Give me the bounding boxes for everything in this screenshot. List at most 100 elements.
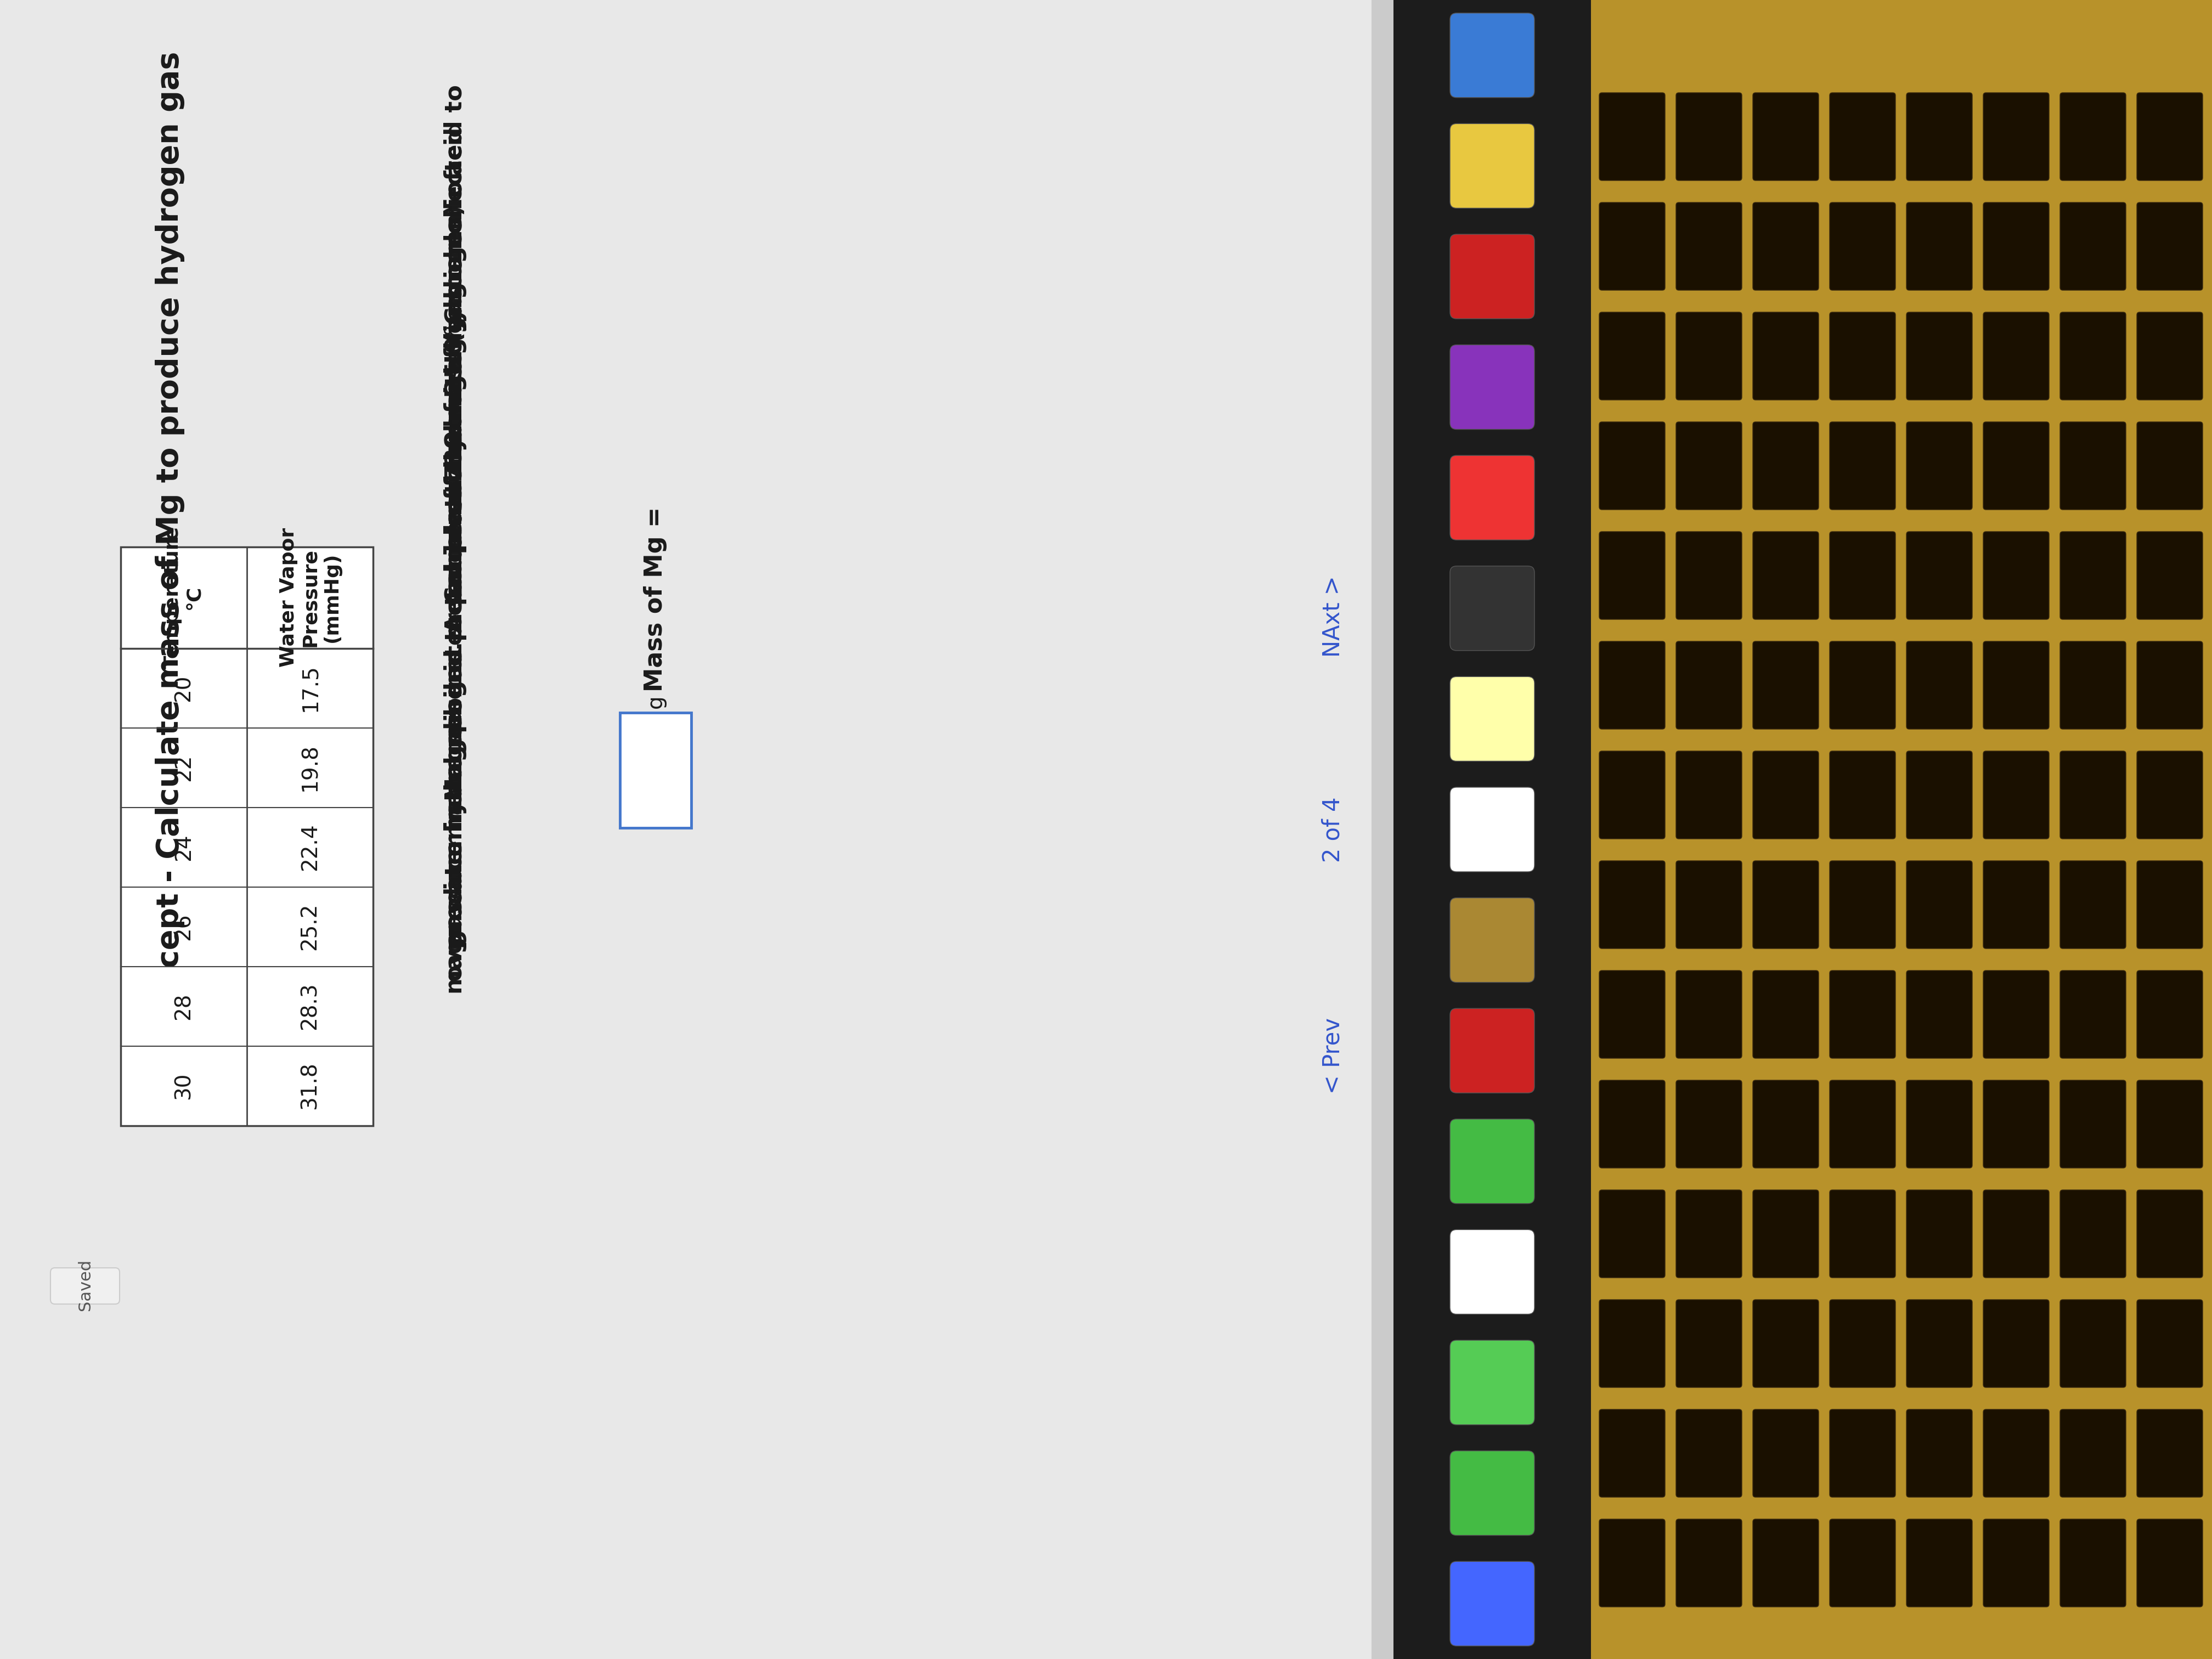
FancyBboxPatch shape xyxy=(1677,312,1741,400)
FancyBboxPatch shape xyxy=(2059,1080,2126,1168)
FancyBboxPatch shape xyxy=(1599,1410,1666,1496)
Text: g: g xyxy=(646,695,666,708)
Text: NAxt >: NAxt > xyxy=(1321,576,1345,657)
FancyBboxPatch shape xyxy=(2137,202,2203,290)
Bar xyxy=(1394,0,1590,1659)
FancyBboxPatch shape xyxy=(1451,788,1535,871)
FancyBboxPatch shape xyxy=(1984,312,2048,400)
FancyBboxPatch shape xyxy=(1984,642,2048,728)
Bar xyxy=(122,547,374,1125)
FancyBboxPatch shape xyxy=(1451,456,1535,539)
FancyBboxPatch shape xyxy=(2059,971,2126,1058)
FancyBboxPatch shape xyxy=(2137,1410,2203,1496)
FancyBboxPatch shape xyxy=(2137,1080,2203,1168)
FancyBboxPatch shape xyxy=(1829,202,1896,290)
FancyBboxPatch shape xyxy=(1907,1410,1973,1496)
FancyBboxPatch shape xyxy=(1752,1299,1818,1387)
FancyBboxPatch shape xyxy=(2137,1190,2203,1277)
FancyBboxPatch shape xyxy=(1599,1190,1666,1277)
FancyBboxPatch shape xyxy=(1677,971,1741,1058)
FancyBboxPatch shape xyxy=(1451,1452,1535,1535)
FancyBboxPatch shape xyxy=(1829,861,1896,949)
FancyBboxPatch shape xyxy=(1907,93,1973,181)
FancyBboxPatch shape xyxy=(1829,1190,1896,1277)
FancyBboxPatch shape xyxy=(1752,531,1818,619)
FancyBboxPatch shape xyxy=(1752,93,1818,181)
FancyBboxPatch shape xyxy=(1599,752,1666,839)
FancyBboxPatch shape xyxy=(2059,531,2126,619)
Text: 20: 20 xyxy=(173,674,195,702)
FancyBboxPatch shape xyxy=(1907,1299,1973,1387)
Text: 28: 28 xyxy=(173,992,195,1020)
Bar xyxy=(1371,0,1394,1659)
FancyBboxPatch shape xyxy=(2137,421,2203,509)
FancyBboxPatch shape xyxy=(1599,971,1666,1058)
FancyBboxPatch shape xyxy=(2137,531,2203,619)
FancyBboxPatch shape xyxy=(2137,93,2203,181)
FancyBboxPatch shape xyxy=(1677,1520,1741,1608)
FancyBboxPatch shape xyxy=(2137,312,2203,400)
Text: Saved: Saved xyxy=(77,1259,93,1311)
FancyBboxPatch shape xyxy=(1599,1080,1666,1168)
Text: 28.3: 28.3 xyxy=(299,982,321,1030)
Text: < Prev: < Prev xyxy=(1321,1017,1345,1093)
FancyBboxPatch shape xyxy=(1907,1520,1973,1608)
Text: magnesium metal needed to produce 41.0 mL of hydrogen: magnesium metal needed to produce 41.0 m… xyxy=(445,212,467,994)
FancyBboxPatch shape xyxy=(1907,531,1973,619)
FancyBboxPatch shape xyxy=(2059,93,2126,181)
Text: 22: 22 xyxy=(173,753,195,781)
FancyBboxPatch shape xyxy=(1907,861,1973,949)
FancyBboxPatch shape xyxy=(51,1267,119,1304)
FancyBboxPatch shape xyxy=(1677,1410,1741,1496)
FancyBboxPatch shape xyxy=(1907,1080,1973,1168)
FancyBboxPatch shape xyxy=(1752,1080,1818,1168)
FancyBboxPatch shape xyxy=(1829,971,1896,1058)
FancyBboxPatch shape xyxy=(1677,421,1741,509)
FancyBboxPatch shape xyxy=(1599,202,1666,290)
FancyBboxPatch shape xyxy=(1752,642,1818,728)
FancyBboxPatch shape xyxy=(1907,752,1973,839)
FancyBboxPatch shape xyxy=(1752,971,1818,1058)
FancyBboxPatch shape xyxy=(1829,531,1896,619)
Text: 19.8: 19.8 xyxy=(299,743,321,791)
FancyBboxPatch shape xyxy=(2059,202,2126,290)
FancyBboxPatch shape xyxy=(1599,1520,1666,1608)
FancyBboxPatch shape xyxy=(1829,312,1896,400)
FancyBboxPatch shape xyxy=(1677,861,1741,949)
FancyBboxPatch shape xyxy=(2137,752,2203,839)
FancyBboxPatch shape xyxy=(1984,202,2048,290)
FancyBboxPatch shape xyxy=(1907,971,1973,1058)
FancyBboxPatch shape xyxy=(1752,312,1818,400)
FancyBboxPatch shape xyxy=(1599,421,1666,509)
FancyBboxPatch shape xyxy=(2059,1520,2126,1608)
FancyBboxPatch shape xyxy=(1451,1229,1535,1314)
FancyBboxPatch shape xyxy=(1677,531,1741,619)
FancyBboxPatch shape xyxy=(1451,124,1535,207)
FancyBboxPatch shape xyxy=(2137,1520,2203,1608)
FancyBboxPatch shape xyxy=(1599,531,1666,619)
FancyBboxPatch shape xyxy=(1451,1340,1535,1425)
FancyBboxPatch shape xyxy=(1677,93,1741,181)
FancyBboxPatch shape xyxy=(1752,861,1818,949)
FancyBboxPatch shape xyxy=(1677,1190,1741,1277)
Text: 22.4: 22.4 xyxy=(299,823,321,871)
FancyBboxPatch shape xyxy=(1829,1520,1896,1608)
FancyBboxPatch shape xyxy=(1451,1120,1535,1203)
FancyBboxPatch shape xyxy=(1752,1520,1818,1608)
FancyBboxPatch shape xyxy=(1984,1080,2048,1168)
Text: 31.8: 31.8 xyxy=(299,1062,321,1110)
FancyBboxPatch shape xyxy=(2059,861,2126,949)
Text: 30: 30 xyxy=(173,1072,195,1100)
Text: Mass of Mg =: Mass of Mg = xyxy=(644,508,668,692)
FancyBboxPatch shape xyxy=(1677,642,1741,728)
FancyBboxPatch shape xyxy=(1451,1009,1535,1093)
FancyBboxPatch shape xyxy=(1829,421,1896,509)
FancyBboxPatch shape xyxy=(2059,312,2126,400)
FancyBboxPatch shape xyxy=(1451,345,1535,430)
FancyBboxPatch shape xyxy=(2059,1190,2126,1277)
Text: 24: 24 xyxy=(173,833,195,861)
FancyBboxPatch shape xyxy=(1599,642,1666,728)
FancyBboxPatch shape xyxy=(1984,93,2048,181)
FancyBboxPatch shape xyxy=(2137,1299,2203,1387)
FancyBboxPatch shape xyxy=(1984,531,2048,619)
